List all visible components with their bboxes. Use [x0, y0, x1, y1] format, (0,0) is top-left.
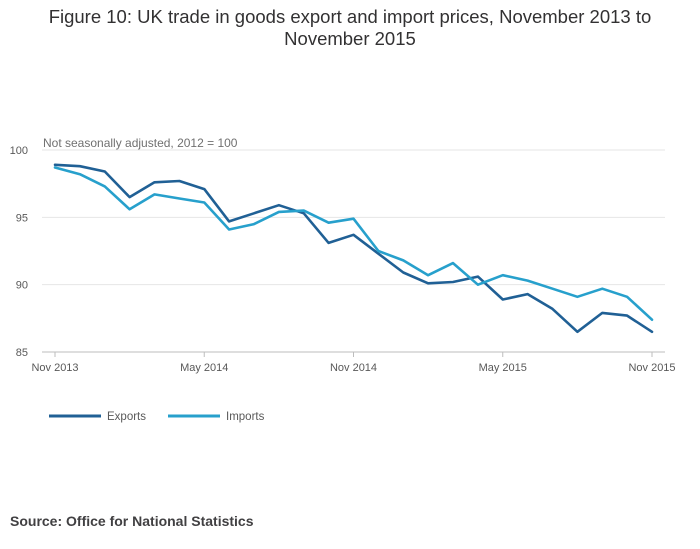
x-tick-label: May 2015: [479, 362, 527, 374]
y-tick-label: 85: [16, 347, 28, 359]
x-axis-ticks: Nov 2013 May 2014 Nov 2014 May 2015 Nov 2015: [31, 352, 676, 374]
series-line-imports: [53, 166, 654, 322]
x-tick-label: Nov 2015: [628, 362, 675, 374]
y-tick-label: 100: [10, 145, 28, 157]
legend-label-imports: Imports: [226, 411, 265, 423]
source-note: Source: Office for National Statistics: [10, 513, 254, 529]
gridlines: [42, 149, 665, 353]
x-tick-label: Nov 2013: [31, 362, 78, 374]
x-tick-label: May 2014: [180, 362, 228, 374]
chart-title: Figure 10: UK trade in goods export and …: [48, 6, 652, 49]
y-axis-ticks: 85 90 95 100: [10, 145, 28, 359]
series-lines: [53, 163, 654, 334]
y-tick-label: 95: [16, 212, 28, 224]
chart-subtitle: Not seasonally adjusted, 2012 = 100: [43, 136, 238, 150]
legend-label-exports: Exports: [107, 411, 146, 423]
x-tick-label: Nov 2014: [330, 362, 377, 374]
series-line-exports: [53, 163, 654, 334]
y-tick-label: 90: [16, 280, 28, 292]
legend: Exports Imports: [49, 411, 265, 423]
